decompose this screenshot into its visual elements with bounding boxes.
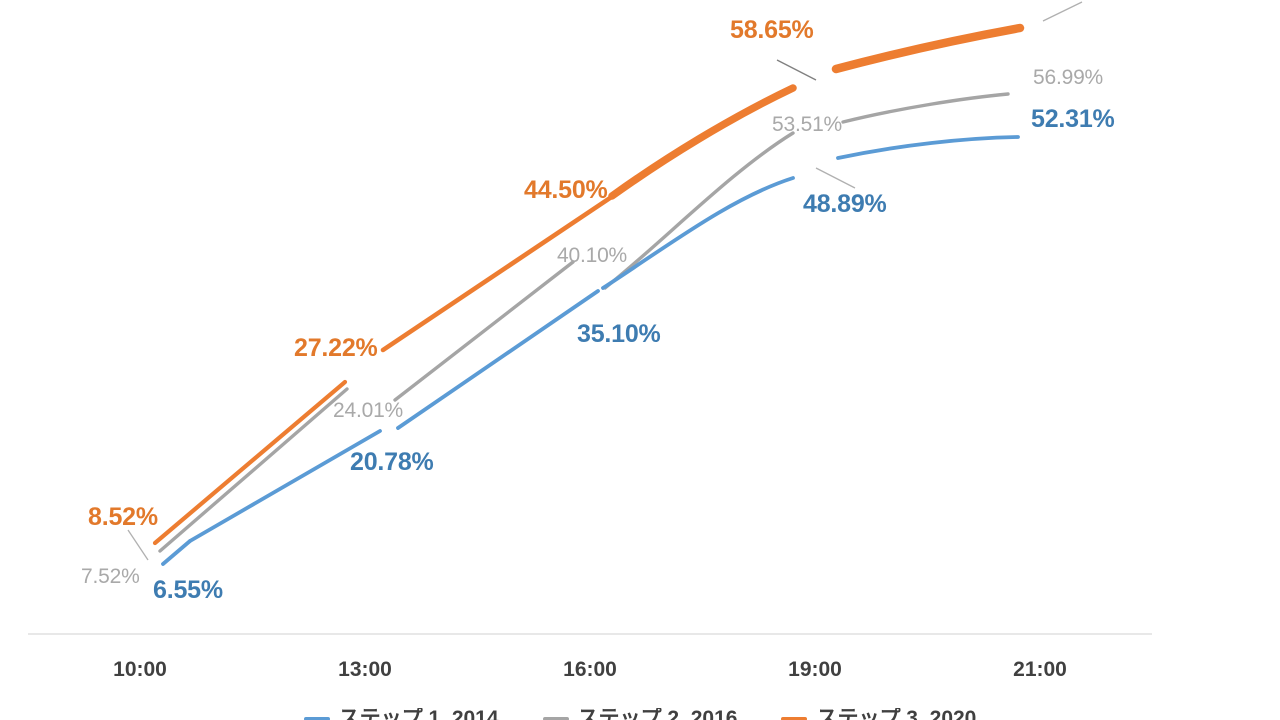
series-blue-segment-3 (396, 289, 600, 430)
legend-label-step2: ステップ 2, 2016 (577, 708, 738, 720)
x-axis-tick-1600: 16:00 (563, 658, 617, 681)
data-label-gray-2100: 56.99% (1033, 66, 1104, 89)
series-orange-segment-2 (380, 195, 613, 353)
series-gray-segment-2 (393, 260, 575, 402)
data-label-orange-1300: 27.22% (294, 334, 378, 362)
series-orange-segment-1 (152, 379, 348, 546)
legend-item-step3[interactable]: ステップ 3, 2020 (781, 708, 976, 720)
legend-item-step2[interactable]: ステップ 2, 2016 (542, 708, 738, 720)
data-label-orange-1900: 58.65% (730, 16, 814, 44)
legend-swatch-icon-step2 (542, 716, 569, 720)
legend-swatch-icon-step1 (303, 716, 330, 720)
x-axis-tick-1000: 10:00 (113, 658, 167, 681)
series-gray-segment-4 (841, 92, 1010, 124)
leader-line-s3-p4 (776, 59, 817, 81)
legend-item-step1[interactable]: ステップ 1, 2014 (303, 708, 499, 720)
series-orange-segment-3 (608, 84, 797, 200)
series-orange-segment-4 (831, 23, 1025, 74)
series-blue-segment-2 (188, 429, 382, 543)
data-label-blue-1300: 20.78% (350, 448, 434, 476)
leader-line-s1-p4 (815, 167, 856, 189)
series-gray-segment-1 (158, 387, 349, 553)
data-label-gray-1000: 7.52% (81, 565, 140, 588)
legend-label-step3: ステップ 3, 2020 (816, 708, 977, 720)
data-label-blue-1900: 48.89% (803, 190, 887, 218)
legend-swatch-icon-step3 (781, 716, 808, 720)
x-axis-tick-1900: 19:00 (788, 658, 842, 681)
series-blue-segment-1 (161, 539, 192, 566)
x-axis-tick-1300: 13:00 (338, 658, 392, 681)
data-label-blue-2100: 52.31% (1031, 105, 1115, 133)
series-blue-segment-5 (836, 135, 1020, 160)
data-label-blue-1000: 6.55% (153, 576, 223, 604)
data-label-gray-1600: 40.10% (557, 244, 628, 267)
series-gray-segment-3 (603, 131, 795, 290)
series-blue-segment-4 (601, 176, 795, 290)
data-label-gray-1300: 24.01% (333, 399, 404, 422)
chart-legend: ステップ 1, 2014 ステップ 2, 2016 ステップ 3, 2020 (0, 708, 1280, 720)
x-axis-tick-2100: 21:00 (1013, 658, 1067, 681)
leader-line-s3-p5 (1042, 1, 1083, 22)
data-label-blue-1600: 35.10% (577, 320, 661, 348)
data-label-gray-1900: 53.51% (772, 113, 843, 136)
legend-label-step1: ステップ 1, 2014 (338, 708, 499, 720)
data-label-orange-1600: 44.50% (524, 176, 608, 204)
data-label-orange-1000: 8.52% (88, 503, 158, 531)
leader-line-s3-p1 (127, 529, 149, 561)
